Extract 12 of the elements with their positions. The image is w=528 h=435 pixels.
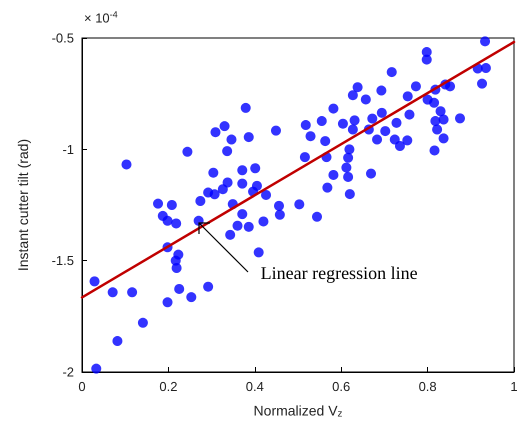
annotation: Linear regression line	[260, 262, 418, 284]
x-tick-label: 0.2	[159, 379, 178, 394]
y-tick-label: -1	[62, 142, 74, 157]
y-tick-label: -1.5	[52, 253, 74, 268]
x-tick-label: 0	[78, 379, 86, 394]
x-tick-label: 0.6	[332, 379, 350, 394]
y-axis-title: Instant cutter tilt (rad)	[15, 138, 31, 272]
x-tick-label: 1	[510, 379, 518, 394]
x-tick-label: 0.4	[246, 379, 264, 394]
x-tick-label: 0.8	[418, 379, 437, 394]
y-tick-label: -0.5	[52, 30, 74, 46]
y-tick-label: -2	[62, 364, 74, 380]
